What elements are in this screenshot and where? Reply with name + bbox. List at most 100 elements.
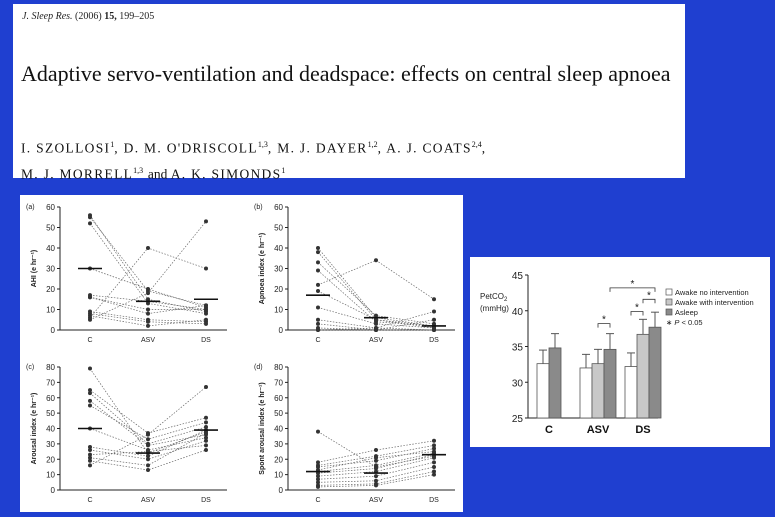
significance-bracket (630, 311, 644, 316)
author-affiliation: 1 (110, 140, 115, 149)
data-point (88, 366, 92, 371)
data-point (146, 291, 150, 296)
author-list: I. SZOLLOSI1, D. M. O'DRISCOLL1,3, M. J.… (21, 140, 487, 181)
bar (603, 348, 617, 419)
legend-swatch (665, 298, 673, 306)
bar (648, 326, 662, 419)
data-point (88, 391, 92, 396)
y-tick-label: 10 (46, 306, 55, 315)
y-tick-label: 30 (46, 265, 55, 274)
panel-label: (c) (26, 364, 34, 371)
data-point (432, 446, 436, 451)
subject-line (89, 389, 207, 434)
data-point (374, 463, 378, 468)
journal-pages: 199–205 (119, 11, 155, 22)
author-name: D. M. O'DRISCOLL (123, 140, 258, 156)
data-point (316, 464, 320, 469)
subject-line (89, 313, 207, 325)
y-tick-label: 20 (274, 285, 283, 294)
panel-label: (a) (26, 204, 35, 211)
y-axis-label: Spont arousal index (e hr⁻¹) (259, 382, 266, 474)
data-point (204, 303, 208, 308)
y-tick-label: 20 (274, 455, 283, 464)
data-point (432, 464, 436, 469)
y-tick-label: 50 (274, 409, 283, 418)
data-point (204, 317, 208, 322)
y-tick-label: 35 (512, 343, 524, 354)
data-point (88, 455, 92, 460)
data-point (88, 388, 92, 393)
author-name: M. J. MORRELL (21, 166, 134, 181)
data-point (204, 311, 208, 316)
data-point (374, 313, 378, 318)
data-point (316, 321, 320, 326)
y-axis-label: AHI (e hr⁻¹) (31, 250, 38, 288)
author-affiliation: 1,2 (367, 140, 378, 149)
significance-bracket (609, 287, 656, 292)
x-tick-label: DS (635, 424, 650, 436)
data-point (432, 472, 436, 477)
y-tick-label: 60 (46, 203, 55, 212)
y-tick-label: 60 (274, 394, 283, 403)
y-tick-label: 40 (46, 244, 55, 253)
data-point (88, 463, 92, 468)
y-tick-label: 0 (51, 326, 56, 335)
data-point (374, 258, 378, 263)
y-tick-label: 30 (274, 265, 283, 274)
data-point (88, 458, 92, 463)
data-point (316, 289, 320, 294)
x-tick-label: C (315, 497, 320, 504)
x-tick-label: DS (429, 337, 439, 344)
data-point (146, 287, 150, 291)
data-point (88, 452, 92, 457)
data-point (316, 305, 320, 310)
subject-line (89, 449, 207, 471)
y-axis-label-unit: (mmHg) (480, 304, 509, 313)
scatter-panel-3: 0 10 20 30 40 50 60 70 80 C ASV DS (d) Spont arousal … (254, 363, 455, 504)
data-point (374, 455, 378, 460)
legend-significance: ∗ P < 0.05 (666, 318, 703, 327)
data-point (374, 317, 378, 322)
data-point (316, 260, 320, 265)
data-point (316, 282, 320, 287)
x-tick-label: ASV (369, 337, 383, 344)
data-point (146, 468, 150, 473)
data-point (316, 474, 320, 479)
x-tick-label: C (87, 497, 92, 504)
data-point (374, 474, 378, 479)
subject-line (317, 319, 435, 331)
data-point (146, 463, 150, 468)
scatter-panels-svg: 0 10 20 30 40 50 60 C ASV DS (a) AHI (e hr⁻¹) 0 10 20 3… (26, 203, 455, 504)
data-point (204, 266, 208, 271)
author-name: A. K. SIMONDS (170, 166, 282, 181)
data-point (432, 443, 436, 448)
y-tick-label: 40 (512, 307, 524, 318)
data-point (146, 443, 150, 448)
data-point (316, 246, 320, 250)
data-point (88, 398, 92, 403)
y-tick-label: 60 (46, 394, 55, 403)
data-point (432, 455, 436, 460)
data-point (204, 431, 208, 436)
data-point (432, 328, 436, 332)
data-point (88, 403, 92, 408)
panel-label: (d) (254, 364, 263, 371)
data-point (204, 424, 208, 429)
data-point (316, 480, 320, 485)
data-point (374, 448, 378, 453)
x-tick-label: DS (429, 497, 439, 504)
subject-line (89, 386, 207, 466)
data-point (88, 295, 92, 300)
y-tick-label: 10 (274, 306, 283, 315)
data-point (432, 438, 436, 443)
y-tick-label: 50 (274, 224, 283, 233)
bar (591, 363, 605, 419)
scatter-panel-2: 0 10 20 30 40 50 60 70 80 C ASV DS (c) Arousal index … (26, 363, 227, 504)
data-point (316, 477, 320, 482)
y-tick-label: 20 (46, 455, 55, 464)
journal-name: J. Sleep Res. (22, 11, 73, 22)
bar (624, 366, 638, 419)
scatter-panel-1: 0 10 20 30 40 50 60 C ASV DS (b) Apnoea index (e hr… (254, 203, 455, 344)
data-point (146, 457, 150, 462)
data-point (204, 219, 208, 224)
